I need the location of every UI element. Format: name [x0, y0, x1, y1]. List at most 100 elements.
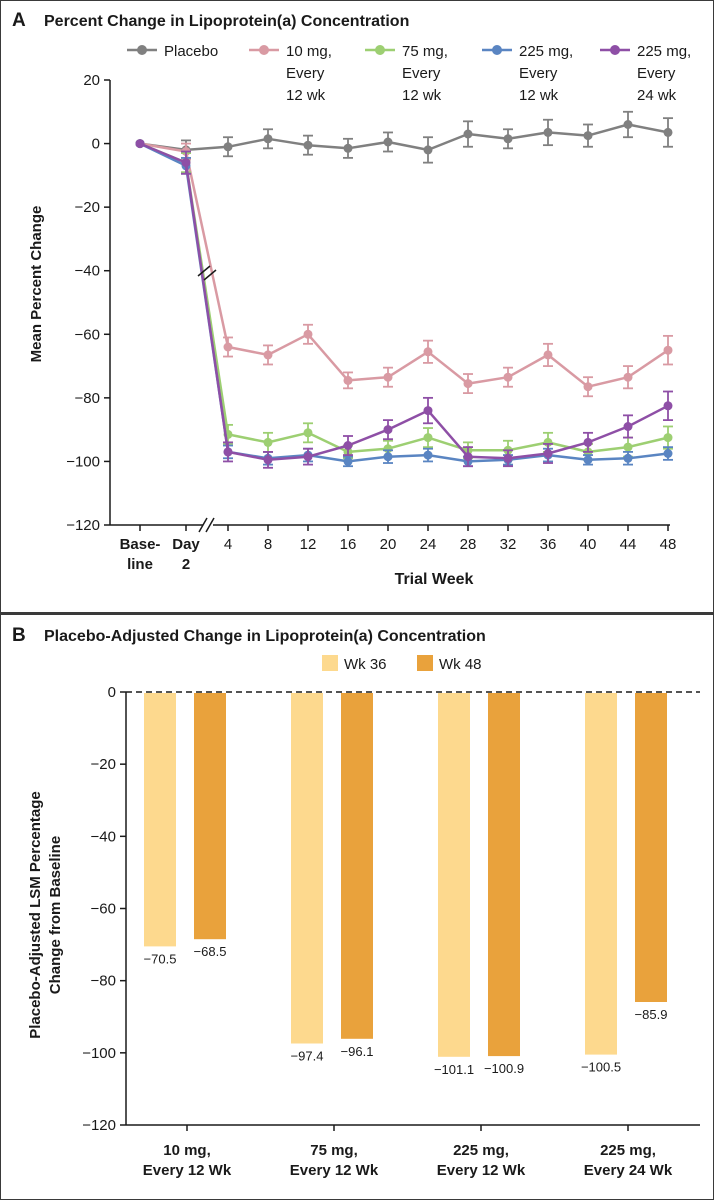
data-point-a [544, 350, 553, 359]
y-tick-label-b: −100 [82, 1045, 116, 1062]
bar-chart-panel-b: B Placebo-Adjusted Change in Lipoprotein… [0, 615, 714, 1200]
x-tick-label-a: 40 [580, 536, 597, 553]
bar-value-label-b: −97.4 [291, 1048, 324, 1063]
data-point-a [624, 422, 633, 431]
data-point-a [304, 428, 313, 437]
bar-value-label-b: −100.9 [484, 1061, 524, 1076]
x-axis-title-a: Trial Week [395, 571, 474, 588]
data-point-a [264, 350, 273, 359]
legend-marker-a [259, 45, 269, 55]
y-tick-label-b: −20 [91, 756, 116, 773]
data-point-a [424, 433, 433, 442]
data-point-a [624, 443, 633, 452]
bar-b [291, 693, 323, 1044]
data-point-a [224, 447, 233, 456]
panel-a-letter: A [12, 10, 26, 31]
data-point-a [624, 120, 633, 129]
panel-b-letter: B [12, 625, 26, 646]
y-tick-label-a: −60 [75, 326, 100, 343]
y-tick-label-b: −40 [91, 828, 116, 845]
data-point-a [424, 451, 433, 460]
data-point-a [264, 438, 273, 447]
data-point-a [344, 144, 353, 153]
bar-value-label-b: −70.5 [144, 951, 177, 966]
data-point-a [424, 145, 433, 154]
y-tick-label-a: 0 [92, 136, 100, 153]
data-point-a [384, 452, 393, 461]
y-tick-label-a: 20 [83, 72, 100, 89]
line-chart-panel-a: A Percent Change in Lipoprotein(a) Conce… [0, 0, 714, 612]
bar-b [341, 693, 373, 1039]
data-point-a [544, 128, 553, 137]
bar-value-label-b: −96.1 [341, 1044, 374, 1059]
x-tick-label-a: 28 [460, 536, 477, 553]
bar-b [488, 693, 520, 1056]
legend-swatch-b [417, 655, 433, 671]
legend-label-b: Wk 36 [344, 656, 387, 673]
series-line-a [140, 144, 668, 387]
data-point-a [344, 376, 353, 385]
legend-marker-a [137, 45, 147, 55]
data-point-a [304, 452, 313, 461]
legend-label-b: Wk 48 [439, 656, 482, 673]
x-category-label-b: 75 mg, Every 12 Wk [290, 1142, 379, 1179]
x-tick-label-a: 4 [224, 536, 232, 553]
x-tick-label-a: 12 [300, 536, 317, 553]
legend-label-a: 75 mg, Every 12 wk [402, 43, 448, 104]
bar-value-label-b: −68.5 [194, 944, 227, 959]
data-point-a [424, 406, 433, 415]
data-point-a [584, 131, 593, 140]
data-point-a [264, 134, 273, 143]
data-point-a [224, 343, 233, 352]
x-tick-label-a: 48 [660, 536, 677, 553]
bar-b [144, 693, 176, 946]
x-tick-label-a: 44 [620, 536, 637, 553]
data-point-a [304, 330, 313, 339]
data-point-a [344, 441, 353, 450]
x-tick-label-a: 32 [500, 536, 517, 553]
y-tick-label-a: −20 [75, 199, 100, 216]
y-tick-label-a: −40 [75, 263, 100, 280]
data-point-a [224, 142, 233, 151]
data-point-a [504, 454, 513, 463]
y-tick-label-a: −120 [66, 517, 100, 534]
data-point-a [544, 449, 553, 458]
y-tick-label-b: −120 [82, 1117, 116, 1134]
y-axis-title-b: Placebo-Adjusted LSM Percentage Change fr… [27, 791, 64, 1039]
axis-break-mark [206, 518, 214, 532]
data-point-a [464, 452, 473, 461]
data-point-a [664, 346, 673, 355]
data-point-a [384, 138, 393, 147]
data-point-a [344, 457, 353, 466]
data-point-a [584, 438, 593, 447]
data-point-a [424, 347, 433, 356]
y-axis-title-a: Mean Percent Change [28, 206, 45, 363]
data-point-a [384, 373, 393, 382]
data-point-a [182, 158, 191, 167]
legend-b: Wk 36 Wk 48 [322, 655, 482, 673]
x-tick-label-a: 16 [340, 536, 357, 553]
x-tick-label-a: 8 [264, 536, 272, 553]
bar-b [635, 693, 667, 1002]
legend-label-a: 225 mg, Every 24 wk [637, 43, 691, 104]
data-point-a [136, 139, 145, 148]
data-point-a [584, 382, 593, 391]
data-point-a [464, 130, 473, 139]
legend-label-a: 10 mg, Every 12 wk [286, 43, 332, 104]
y-tick-label-b: −60 [91, 901, 116, 918]
data-point-a [504, 134, 513, 143]
legend-marker-a [610, 45, 620, 55]
legend-label-a: 225 mg, Every 12 wk [519, 43, 573, 104]
x-tick-label-a: Day 2 [172, 536, 200, 573]
bar-b [194, 693, 226, 939]
data-point-a [504, 373, 513, 382]
series-line-a [140, 144, 668, 452]
data-point-a [664, 401, 673, 410]
data-point-a [664, 128, 673, 137]
bar-b [585, 693, 617, 1055]
panel-a-title: Percent Change in Lipoprotein(a) Concent… [44, 13, 409, 30]
x-tick-label-a: 24 [420, 536, 437, 553]
y-tick-label-b: −80 [91, 973, 116, 990]
data-point-a [664, 433, 673, 442]
x-category-label-b: 10 mg, Every 12 Wk [143, 1142, 232, 1179]
